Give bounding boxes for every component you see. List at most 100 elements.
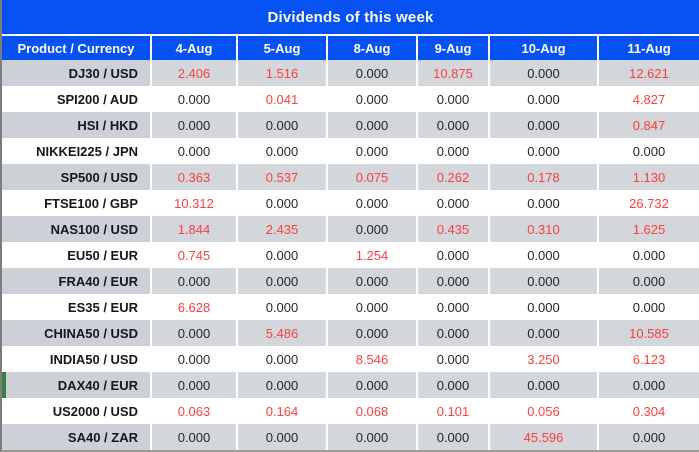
product-cell: FRA40 / EUR <box>2 268 150 294</box>
dividend-cell: 0.164 <box>238 398 326 424</box>
product-cell: HSI / HKD <box>2 112 150 138</box>
table-row: SP500 / USD 0.363 0.537 0.075 0.262 0.178 1.13… <box>2 164 699 190</box>
table-row: INDIA50 / USD 0.000 0.000 8.546 0.000 3.250 6.… <box>2 346 699 372</box>
table-row: HSI / HKD 0.000 0.000 0.000 0.000 0.000 0.847 <box>2 112 699 138</box>
column-header: 10-Aug <box>490 36 597 60</box>
dividend-cell: 0.000 <box>599 138 699 164</box>
table-row: ES35 / EUR 6.628 0.000 0.000 0.000 0.000 0.000 <box>2 294 699 320</box>
dividend-cell: 1.625 <box>599 216 699 242</box>
dividend-cell: 0.000 <box>152 372 236 398</box>
dividend-cell: 0.000 <box>490 294 597 320</box>
dividend-cell: 1.130 <box>599 164 699 190</box>
product-cell: ES35 / EUR <box>2 294 150 320</box>
dividend-cell: 0.068 <box>328 398 416 424</box>
product-cell: NIKKEI225 / JPN <box>2 138 150 164</box>
table-body: DJ30 / USD 2.406 1.516 0.000 10.875 0.000 12.6… <box>2 60 699 450</box>
dividend-cell: 0.000 <box>418 112 488 138</box>
table-row: SPI200 / AUD 0.000 0.041 0.000 0.000 0.000 4.8… <box>2 86 699 112</box>
dividend-cell: 0.435 <box>418 216 488 242</box>
dividend-cell: 0.000 <box>599 372 699 398</box>
column-header: Product / Currency <box>2 36 150 60</box>
dividend-cell: 0.000 <box>599 268 699 294</box>
column-header: 9-Aug <box>418 36 488 60</box>
dividend-cell: 0.178 <box>490 164 597 190</box>
product-cell: SA40 / ZAR <box>2 424 150 450</box>
dividend-cell: 0.000 <box>328 268 416 294</box>
product-cell: US2000 / USD <box>2 398 150 424</box>
table-row: NIKKEI225 / JPN 0.000 0.000 0.000 0.000 0.000… <box>2 138 699 164</box>
dividend-cell: 0.000 <box>238 112 326 138</box>
table-row: EU50 / EUR 0.745 0.000 1.254 0.000 0.000 0.000 <box>2 242 699 268</box>
dividend-cell: 0.000 <box>152 346 236 372</box>
product-cell: SP500 / USD <box>2 164 150 190</box>
dividend-cell: 0.262 <box>418 164 488 190</box>
dividend-cell: 0.075 <box>328 164 416 190</box>
product-cell: FTSE100 / GBP <box>2 190 150 216</box>
dividend-cell: 0.000 <box>490 242 597 268</box>
dividend-cell: 0.000 <box>599 242 699 268</box>
product-cell: DJ30 / USD <box>2 60 150 86</box>
dividend-cell: 0.000 <box>599 424 699 450</box>
table-row: SA40 / ZAR 0.000 0.000 0.000 0.000 45.596 0.00… <box>2 424 699 450</box>
dividend-cell: 0.000 <box>418 268 488 294</box>
dividend-cell: 0.000 <box>238 190 326 216</box>
dividend-cell: 0.000 <box>418 320 488 346</box>
dividend-cell: 0.056 <box>490 398 597 424</box>
dividend-cell: 1.516 <box>238 60 326 86</box>
dividend-cell: 26.732 <box>599 190 699 216</box>
dividend-cell: 0.304 <box>599 398 699 424</box>
dividend-cell: 0.000 <box>152 138 236 164</box>
dividend-cell: 0.000 <box>238 424 326 450</box>
dividend-cell: 0.000 <box>328 190 416 216</box>
dividend-cell: 10.585 <box>599 320 699 346</box>
dividend-cell: 0.000 <box>418 424 488 450</box>
dividend-cell: 2.435 <box>238 216 326 242</box>
dividend-cell: 8.546 <box>328 346 416 372</box>
dividend-cell: 0.000 <box>328 320 416 346</box>
column-header: 5-Aug <box>238 36 326 60</box>
dividend-cell: 1.844 <box>152 216 236 242</box>
product-cell: SPI200 / AUD <box>2 86 150 112</box>
dividend-cell: 0.000 <box>418 242 488 268</box>
table-row: DAX40 / EUR 0.000 0.000 0.000 0.000 0.000 0.00… <box>2 372 699 398</box>
dividend-cell: 0.101 <box>418 398 488 424</box>
dividend-cell: 2.406 <box>152 60 236 86</box>
dividend-cell: 0.000 <box>238 372 326 398</box>
dividend-cell: 0.000 <box>490 190 597 216</box>
product-cell: NAS100 / USD <box>2 216 150 242</box>
dividend-cell: 0.000 <box>238 346 326 372</box>
dividend-cell: 0.000 <box>328 424 416 450</box>
dividend-cell: 0.000 <box>328 372 416 398</box>
dividend-cell: 0.000 <box>328 294 416 320</box>
dividend-cell: 0.000 <box>418 138 488 164</box>
table-header-row: Product / Currency 4-Aug 5-Aug 8-Aug 9-Aug 10… <box>2 36 699 60</box>
product-cell: DAX40 / EUR <box>2 372 150 398</box>
left-edge-marker <box>2 372 6 398</box>
dividend-cell: 1.254 <box>328 242 416 268</box>
dividend-cell: 0.000 <box>238 294 326 320</box>
table-row: US2000 / USD 0.063 0.164 0.068 0.101 0.056 0.3… <box>2 398 699 424</box>
table-row: NAS100 / USD 1.844 2.435 0.000 0.435 0.310 1.6… <box>2 216 699 242</box>
dividend-cell: 0.000 <box>328 60 416 86</box>
dividend-cell: 0.537 <box>238 164 326 190</box>
dividend-cell: 4.827 <box>599 86 699 112</box>
dividend-cell: 0.000 <box>238 242 326 268</box>
dividend-cell: 0.000 <box>152 86 236 112</box>
dividend-cell: 6.628 <box>152 294 236 320</box>
column-header: 11-Aug <box>599 36 699 60</box>
dividend-cell: 0.000 <box>328 138 416 164</box>
table-row: DJ30 / USD 2.406 1.516 0.000 10.875 0.000 12.6… <box>2 60 699 86</box>
product-cell: INDIA50 / USD <box>2 346 150 372</box>
dividend-cell: 0.363 <box>152 164 236 190</box>
dividend-cell: 0.000 <box>238 268 326 294</box>
column-header: 8-Aug <box>328 36 416 60</box>
dividend-cell: 0.000 <box>328 112 416 138</box>
dividend-cell: 0.000 <box>152 320 236 346</box>
table-row: FRA40 / EUR 0.000 0.000 0.000 0.000 0.000 0.00… <box>2 268 699 294</box>
dividend-cell: 0.000 <box>418 372 488 398</box>
dividend-cell: 0.000 <box>152 424 236 450</box>
table-row: FTSE100 / GBP 10.312 0.000 0.000 0.000 0.000 2… <box>2 190 699 216</box>
dividend-cell: 6.123 <box>599 346 699 372</box>
dividend-cell: 10.875 <box>418 60 488 86</box>
table-title: Dividends of this week <box>2 0 699 36</box>
